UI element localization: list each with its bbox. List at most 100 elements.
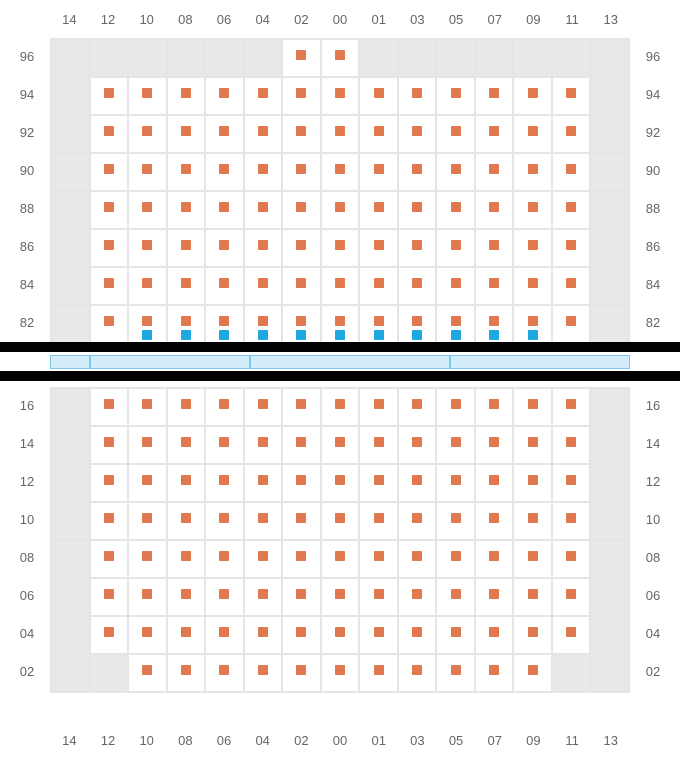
seat-cell[interactable] [475, 578, 514, 616]
seat-cell[interactable] [205, 654, 244, 692]
seat-cell[interactable] [90, 115, 129, 153]
seat-cell[interactable] [552, 464, 591, 502]
seat-cell[interactable] [552, 191, 591, 229]
seat-cell[interactable] [513, 654, 552, 692]
seat-cell[interactable] [398, 502, 437, 540]
seat-cell[interactable] [552, 388, 591, 426]
seat-cell[interactable] [398, 229, 437, 267]
seat-cell[interactable] [513, 464, 552, 502]
seat-cell[interactable] [475, 426, 514, 464]
seat-cell[interactable] [398, 654, 437, 692]
seat-cell[interactable] [359, 77, 398, 115]
seat-cell[interactable] [244, 426, 283, 464]
seat-cell[interactable] [475, 540, 514, 578]
seat-cell[interactable] [282, 388, 321, 426]
seat-cell[interactable] [128, 305, 167, 343]
seat-cell[interactable] [398, 305, 437, 343]
seat-cell[interactable] [398, 540, 437, 578]
seat-cell[interactable] [475, 191, 514, 229]
seat-cell[interactable] [436, 616, 475, 654]
seat-cell[interactable] [359, 229, 398, 267]
seat-cell[interactable] [436, 115, 475, 153]
seat-cell[interactable] [436, 540, 475, 578]
seat-cell[interactable] [513, 191, 552, 229]
seat-cell[interactable] [90, 616, 129, 654]
seat-cell[interactable] [513, 229, 552, 267]
seat-cell[interactable] [513, 305, 552, 343]
seat-cell[interactable] [475, 502, 514, 540]
seat-cell[interactable] [90, 540, 129, 578]
seat-cell[interactable] [436, 305, 475, 343]
seat-cell[interactable] [167, 502, 206, 540]
seat-cell[interactable] [475, 616, 514, 654]
seat-cell[interactable] [205, 578, 244, 616]
seat-cell[interactable] [359, 540, 398, 578]
seat-cell[interactable] [128, 616, 167, 654]
seat-cell[interactable] [90, 388, 129, 426]
seat-cell[interactable] [513, 77, 552, 115]
seat-cell[interactable] [90, 267, 129, 305]
seat-cell[interactable] [321, 267, 360, 305]
seat-cell[interactable] [359, 115, 398, 153]
seat-cell[interactable] [436, 578, 475, 616]
seat-cell[interactable] [128, 229, 167, 267]
seat-cell[interactable] [321, 540, 360, 578]
seat-cell[interactable] [552, 426, 591, 464]
seat-cell[interactable] [128, 540, 167, 578]
seat-cell[interactable] [359, 426, 398, 464]
seat-cell[interactable] [321, 191, 360, 229]
seat-cell[interactable] [244, 267, 283, 305]
seat-cell[interactable] [436, 153, 475, 191]
seat-cell[interactable] [244, 191, 283, 229]
seat-cell[interactable] [321, 77, 360, 115]
seat-cell[interactable] [244, 305, 283, 343]
seat-cell[interactable] [90, 229, 129, 267]
seat-cell[interactable] [205, 540, 244, 578]
seat-cell[interactable] [244, 540, 283, 578]
seat-cell[interactable] [475, 77, 514, 115]
seat-cell[interactable] [321, 229, 360, 267]
seat-cell[interactable] [513, 578, 552, 616]
seat-cell[interactable] [398, 267, 437, 305]
seat-cell[interactable] [282, 229, 321, 267]
seat-cell[interactable] [205, 388, 244, 426]
seat-cell[interactable] [167, 153, 206, 191]
seat-cell[interactable] [128, 191, 167, 229]
seat-cell[interactable] [90, 77, 129, 115]
seat-cell[interactable] [398, 616, 437, 654]
seat-cell[interactable] [205, 305, 244, 343]
seat-cell[interactable] [90, 426, 129, 464]
seat-cell[interactable] [436, 502, 475, 540]
seat-cell[interactable] [282, 654, 321, 692]
seat-cell[interactable] [128, 77, 167, 115]
seat-cell[interactable] [359, 502, 398, 540]
seat-cell[interactable] [244, 502, 283, 540]
seat-cell[interactable] [128, 578, 167, 616]
seat-cell[interactable] [205, 115, 244, 153]
seat-cell[interactable] [244, 153, 283, 191]
seat-cell[interactable] [436, 77, 475, 115]
seat-cell[interactable] [359, 305, 398, 343]
seat-cell[interactable] [552, 616, 591, 654]
seat-cell[interactable] [128, 388, 167, 426]
seat-cell[interactable] [244, 616, 283, 654]
seat-cell[interactable] [244, 388, 283, 426]
seat-cell[interactable] [359, 388, 398, 426]
seat-cell[interactable] [167, 229, 206, 267]
seat-cell[interactable] [282, 464, 321, 502]
seat-cell[interactable] [321, 153, 360, 191]
seat-cell[interactable] [552, 77, 591, 115]
seat-cell[interactable] [321, 39, 360, 77]
seat-cell[interactable] [398, 578, 437, 616]
seat-cell[interactable] [436, 229, 475, 267]
seat-cell[interactable] [90, 464, 129, 502]
seat-cell[interactable] [359, 616, 398, 654]
seat-cell[interactable] [398, 77, 437, 115]
seat-cell[interactable] [552, 502, 591, 540]
seat-cell[interactable] [205, 616, 244, 654]
seat-cell[interactable] [205, 153, 244, 191]
seat-cell[interactable] [359, 578, 398, 616]
seat-cell[interactable] [398, 115, 437, 153]
seat-cell[interactable] [244, 578, 283, 616]
seat-cell[interactable] [552, 305, 591, 343]
